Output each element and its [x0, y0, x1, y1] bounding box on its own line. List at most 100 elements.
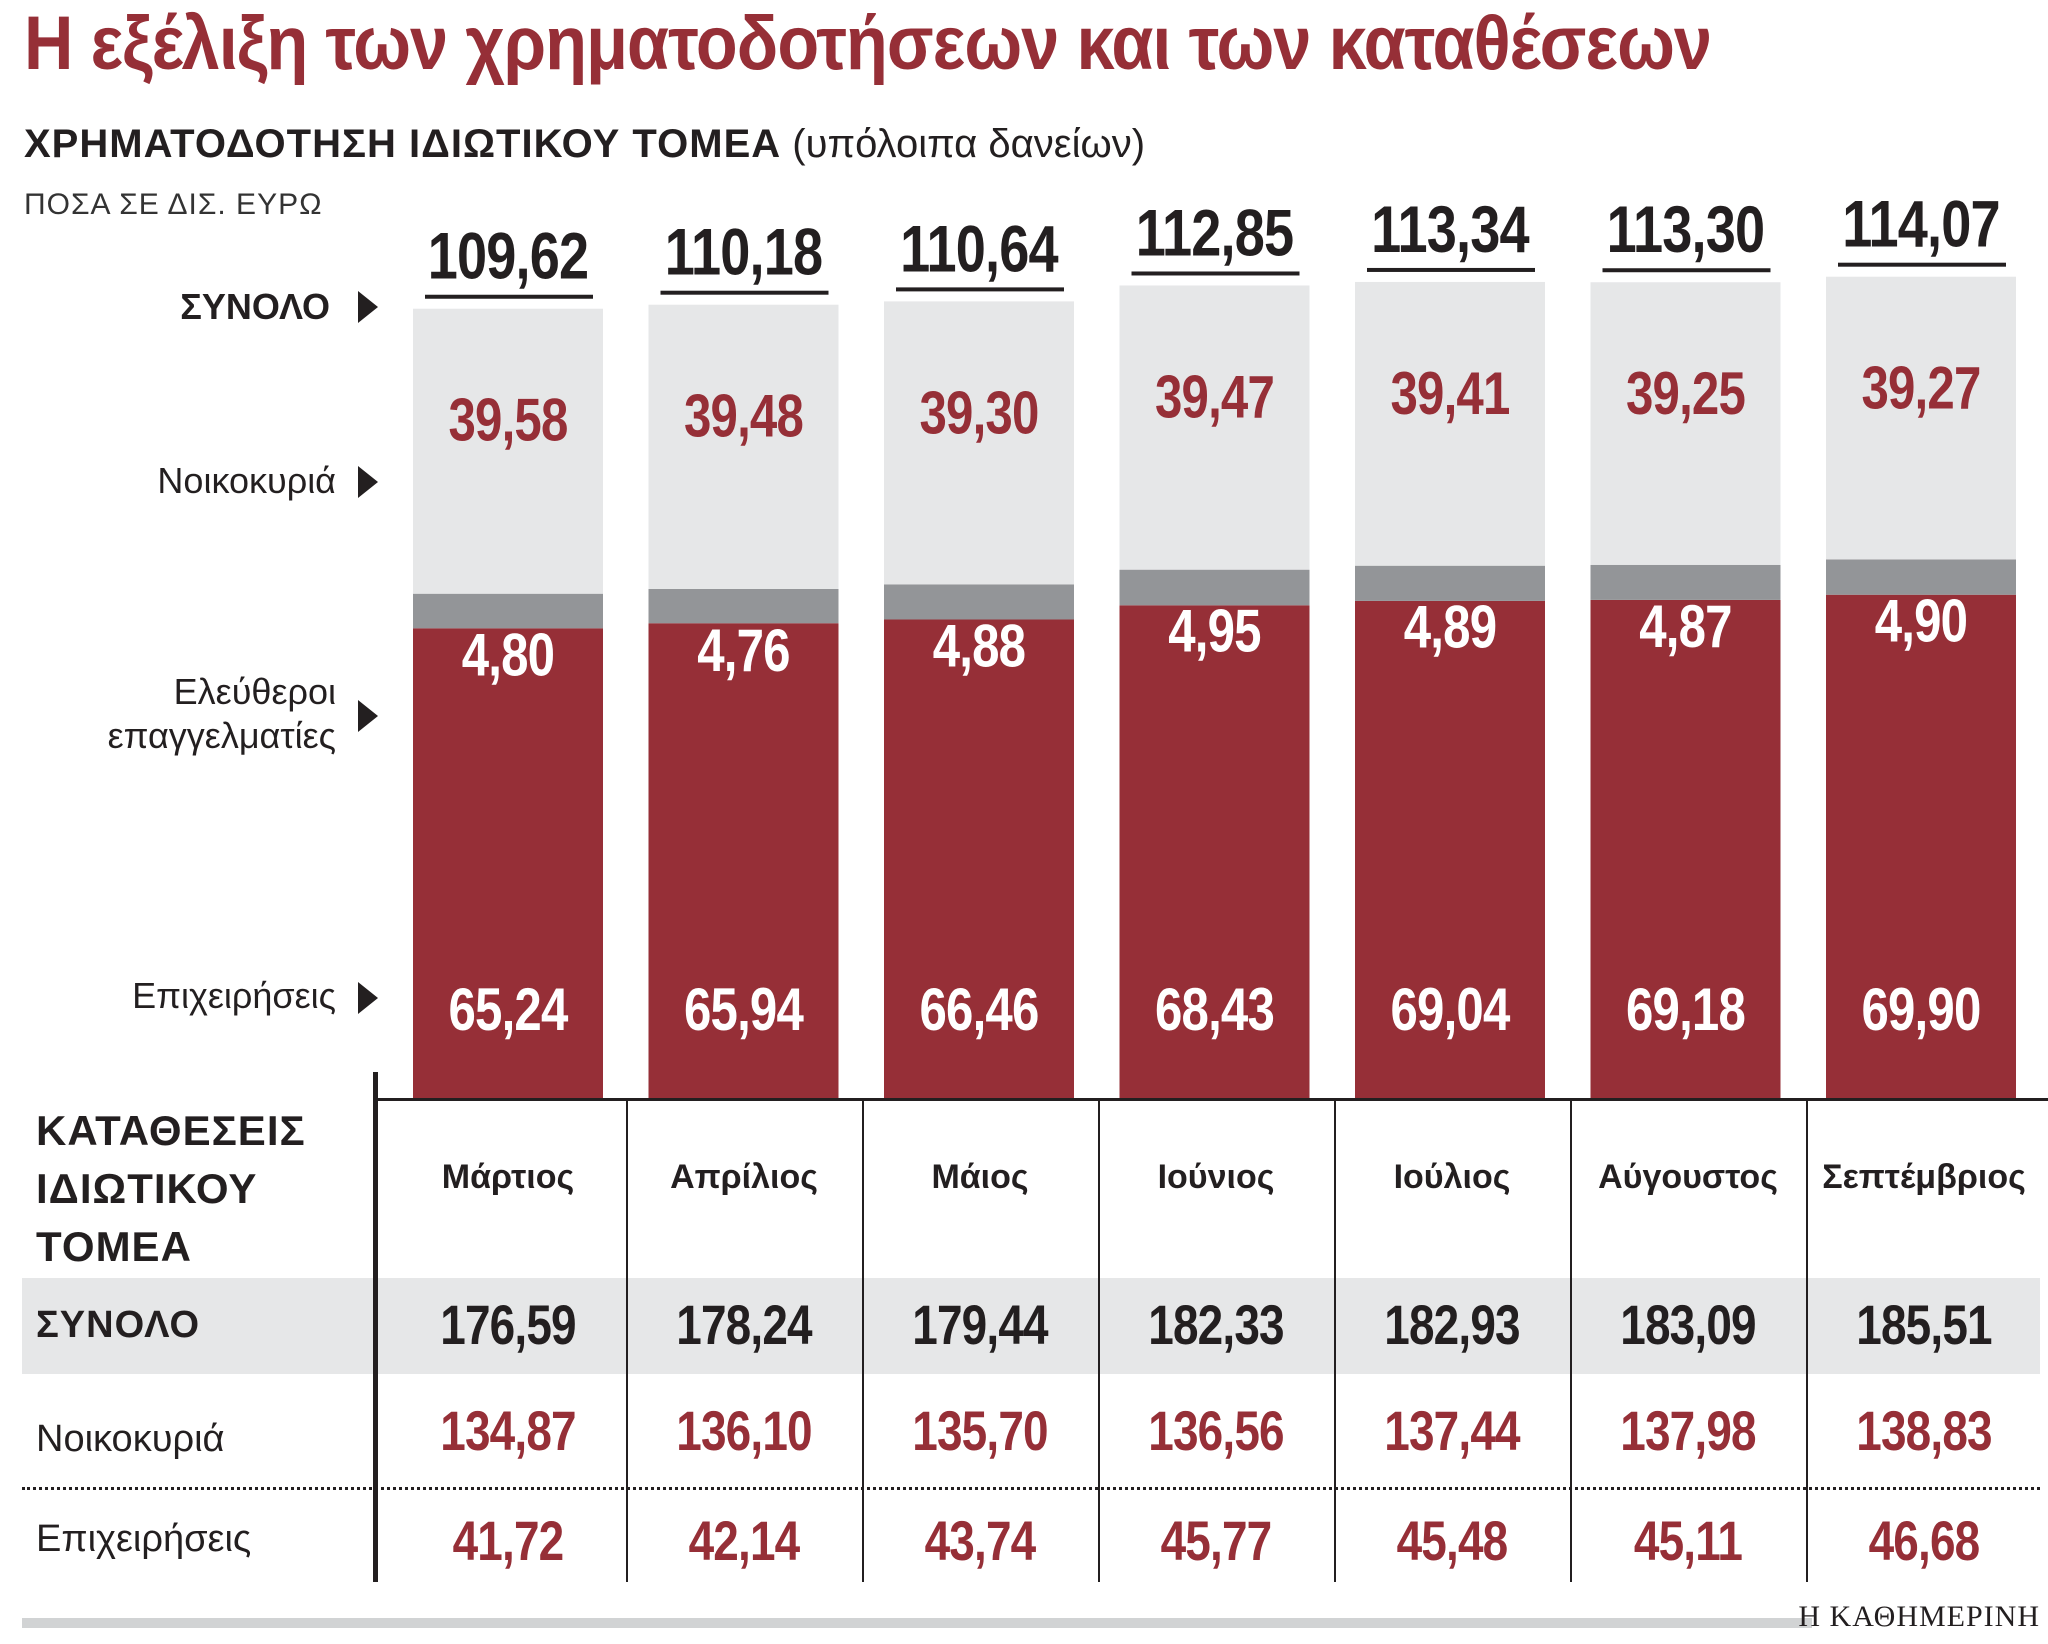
deposit-households-value: 136,56 [1148, 1399, 1284, 1462]
deposits-heading-line-2: ΙΔΙΩΤΙΚΟΥ [36, 1165, 258, 1212]
total-underline [1131, 271, 1300, 276]
row-label-households: Νοικοκυριά [157, 460, 336, 501]
deposit-businesses-value: 45,77 [1160, 1509, 1273, 1572]
bar-total-label: 110,18 [665, 215, 823, 289]
deposit-total-value: 179,44 [912, 1293, 1048, 1356]
deposits-total-band [22, 1278, 2040, 1374]
table-left-border [373, 1072, 378, 1582]
bar-label-businesses: 65,94 [684, 975, 804, 1043]
bar-segment-businesses [648, 623, 839, 1098]
bar-segment-businesses [1826, 594, 2016, 1098]
column-divider [1806, 1098, 1808, 1582]
bar-label-freelancers: 4,90 [1875, 587, 1967, 655]
bar-label-households: 39,47 [1155, 363, 1274, 431]
row-label-freelancers-2: επαγγελματίες [107, 715, 336, 756]
bar-segment-freelancers [1826, 559, 2016, 595]
column-divider [1570, 1098, 1572, 1582]
chart-subtitle: ΧΡΗΜΑΤΟΔΟΤΗΣΗ ΙΔΙΩΤΙΚΟΥ ΤΟΜΕΑ (υπόλοιπα … [24, 122, 1145, 167]
bar-label-businesses: 69,04 [1390, 975, 1510, 1043]
bar-segment-businesses [884, 619, 1074, 1098]
bar-segment-households [413, 308, 603, 594]
bar-segment-freelancers [884, 584, 1074, 620]
deposits-heading: ΚΑΤΑΘΕΣΕΙΣ ΙΔΙΩΤΙΚΟΥ ΤΟΜΕΑ [36, 1102, 306, 1276]
bar-label-businesses: 69,18 [1626, 975, 1745, 1043]
bar-label-freelancers: 4,76 [697, 616, 789, 684]
deposits-label-households: Νοικοκυριά [36, 1418, 225, 1460]
table-top-border [373, 1098, 2048, 1101]
column-divider [1098, 1098, 1100, 1582]
bar-label-freelancers: 4,89 [1404, 593, 1496, 661]
deposit-households-value: 137,98 [1620, 1399, 1756, 1462]
row-label-freelancers-1: Ελεύθεροι [173, 671, 336, 712]
bar-total-label: 109,62 [428, 219, 589, 293]
deposit-households-value: 136,10 [676, 1399, 812, 1462]
deposits-heading-line-3: ΤΟΜΕΑ [36, 1223, 192, 1270]
deposit-households-value: 138,83 [1856, 1399, 1992, 1462]
deposit-businesses-value: 42,14 [688, 1509, 801, 1572]
deposit-businesses-value: 43,74 [924, 1509, 1037, 1572]
bar-total-label: 110,64 [900, 211, 1059, 285]
bar-label-households: 39,48 [684, 382, 803, 450]
month-label: Αύγουστος [1598, 1158, 1778, 1196]
bar-total-label: 114,07 [1842, 187, 2000, 261]
source-label: Η ΚΑΘΗΜΕΡΙΝΗ [1798, 1600, 2040, 1633]
subtitle-rest: (υπόλοιπα δανείων) [792, 122, 1146, 166]
column-divider [1334, 1098, 1336, 1582]
bar-segment-businesses [413, 628, 603, 1098]
deposit-total-value: 182,33 [1148, 1293, 1284, 1356]
total-underline [1367, 267, 1535, 272]
deposit-total-value: 178,24 [676, 1293, 812, 1356]
column-divider [626, 1098, 628, 1582]
total-underline [660, 290, 829, 295]
deposit-businesses-value: 45,48 [1396, 1509, 1509, 1572]
deposit-total-value: 183,09 [1620, 1293, 1756, 1356]
deposits-label-businesses: Επιχειρήσεις [36, 1518, 252, 1560]
month-label: Σεπτέμβριος [1822, 1158, 2026, 1196]
bar-label-households: 39,41 [1390, 359, 1509, 427]
subtitle-bold: ΧΡΗΜΑΤΟΔΟΤΗΣΗ ΙΔΙΩΤΙΚΟΥ ΤΟΜΕΑ [24, 122, 782, 166]
column-divider [862, 1098, 864, 1582]
total-underline [1838, 262, 2006, 267]
bar-label-households: 39,58 [448, 386, 567, 454]
deposit-total-value: 182,93 [1384, 1293, 1520, 1356]
arrow-icon [358, 291, 378, 323]
arrow-icon [358, 466, 378, 498]
month-label: Ιούλιος [1393, 1158, 1511, 1196]
bar-segment-businesses [1590, 599, 1781, 1098]
month-label: Μάρτιος [441, 1158, 575, 1196]
deposit-households-value: 137,44 [1384, 1399, 1520, 1462]
deposit-households-value: 134,87 [440, 1399, 576, 1462]
bar-label-businesses: 68,43 [1155, 975, 1274, 1043]
month-label: Απρίλιος [670, 1158, 818, 1196]
stacked-bar-chart: 65,24 4,80 39,58 109,62 65,94 4,76 39,48 110,18… [413, 187, 2016, 1098]
deposits-label-total: ΣΥΝΟΛΟ [36, 1304, 201, 1346]
bar-label-households: 39,30 [919, 379, 1038, 447]
arrow-icon [358, 982, 378, 1014]
deposit-businesses-value: 41,72 [452, 1509, 565, 1572]
bar-total-label: 113,34 [1371, 192, 1530, 266]
bar-label-businesses: 65,24 [448, 975, 568, 1043]
month-label: Μάιος [931, 1158, 1029, 1196]
bar-segment-households [1590, 282, 1781, 565]
unit-label: ΠΟΣΑ ΣΕ ΔΙΣ. ΕΥΡΩ [24, 188, 323, 221]
bar-label-households: 39,25 [1626, 360, 1745, 428]
row-label-businesses: Επιχειρήσεις [132, 975, 336, 1016]
row-divider [22, 1487, 2040, 1490]
bar-label-households: 39,27 [1861, 354, 1980, 422]
month-label: Ιούνιος [1157, 1158, 1275, 1196]
bar-segment-households [1119, 285, 1310, 570]
arrow-icon [358, 700, 378, 732]
bar-label-freelancers: 4,87 [1639, 592, 1731, 660]
deposit-total-value: 185,51 [1856, 1293, 1992, 1356]
bar-label-freelancers: 4,88 [933, 612, 1025, 680]
bar-label-businesses: 69,90 [1861, 975, 1980, 1043]
bar-segment-households [884, 301, 1074, 585]
bar-segment-businesses [1355, 600, 1545, 1098]
footer-rule [22, 1618, 1812, 1628]
bar-label-businesses: 66,46 [919, 975, 1038, 1043]
bar-label-freelancers: 4,80 [462, 621, 554, 689]
deposit-total-value: 176,59 [440, 1293, 576, 1356]
bar-segment-freelancers [1119, 569, 1310, 606]
deposit-businesses-value: 45,11 [1633, 1509, 1743, 1572]
total-underline [425, 294, 593, 299]
